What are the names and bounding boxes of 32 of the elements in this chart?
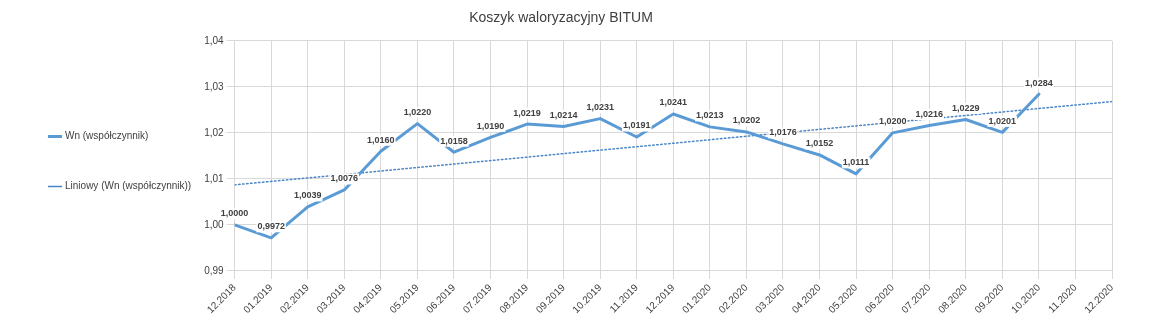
data-label: 1,0000: [220, 208, 249, 219]
data-label: 1,0190: [476, 120, 505, 131]
data-label: 1,0231: [586, 102, 614, 113]
data-label: 1,0229: [952, 103, 980, 113]
data-label: 0,9972: [257, 221, 285, 232]
data-label: 1,0160: [367, 134, 395, 145]
data-label: 1,0216: [915, 108, 943, 119]
y-tick-label: 0,99: [204, 264, 225, 276]
data-label: 1,0039: [293, 190, 322, 201]
data-label: 1,0076: [330, 173, 359, 184]
data-label: 1,0241: [659, 97, 688, 108]
data-label: 1,0176: [769, 127, 797, 138]
y-tick-label: 1,01: [204, 172, 225, 184]
data-label: 1,0219: [513, 107, 541, 118]
data-label: 1,0191: [622, 120, 651, 131]
data-label: 1,0152: [805, 138, 834, 149]
y-tick-label: 1,04: [204, 34, 225, 46]
data-label: 1,0284: [1025, 77, 1053, 88]
data-label: 1,0200: [878, 116, 907, 127]
data-label: 1,0220: [403, 107, 432, 118]
data-label: 1,0158: [440, 135, 468, 146]
data-label: 1,0202: [732, 115, 761, 126]
y-tick-label: 1,02: [204, 126, 225, 138]
data-label: 1,0111: [842, 157, 870, 168]
legend-label: Wn (współczynnik): [65, 130, 149, 142]
data-label: 1,0214: [549, 109, 578, 120]
legend-label: Liniowy (Wn (współczynnik)): [65, 180, 192, 192]
data-label: 1,0201: [988, 115, 1017, 126]
y-tick-label: 1,03: [204, 80, 225, 92]
data-label: 1,0213: [696, 110, 724, 121]
y-tick-label: 1,00: [204, 218, 225, 230]
chart-title: Koszyk waloryzacyjny BITUM: [469, 9, 653, 26]
